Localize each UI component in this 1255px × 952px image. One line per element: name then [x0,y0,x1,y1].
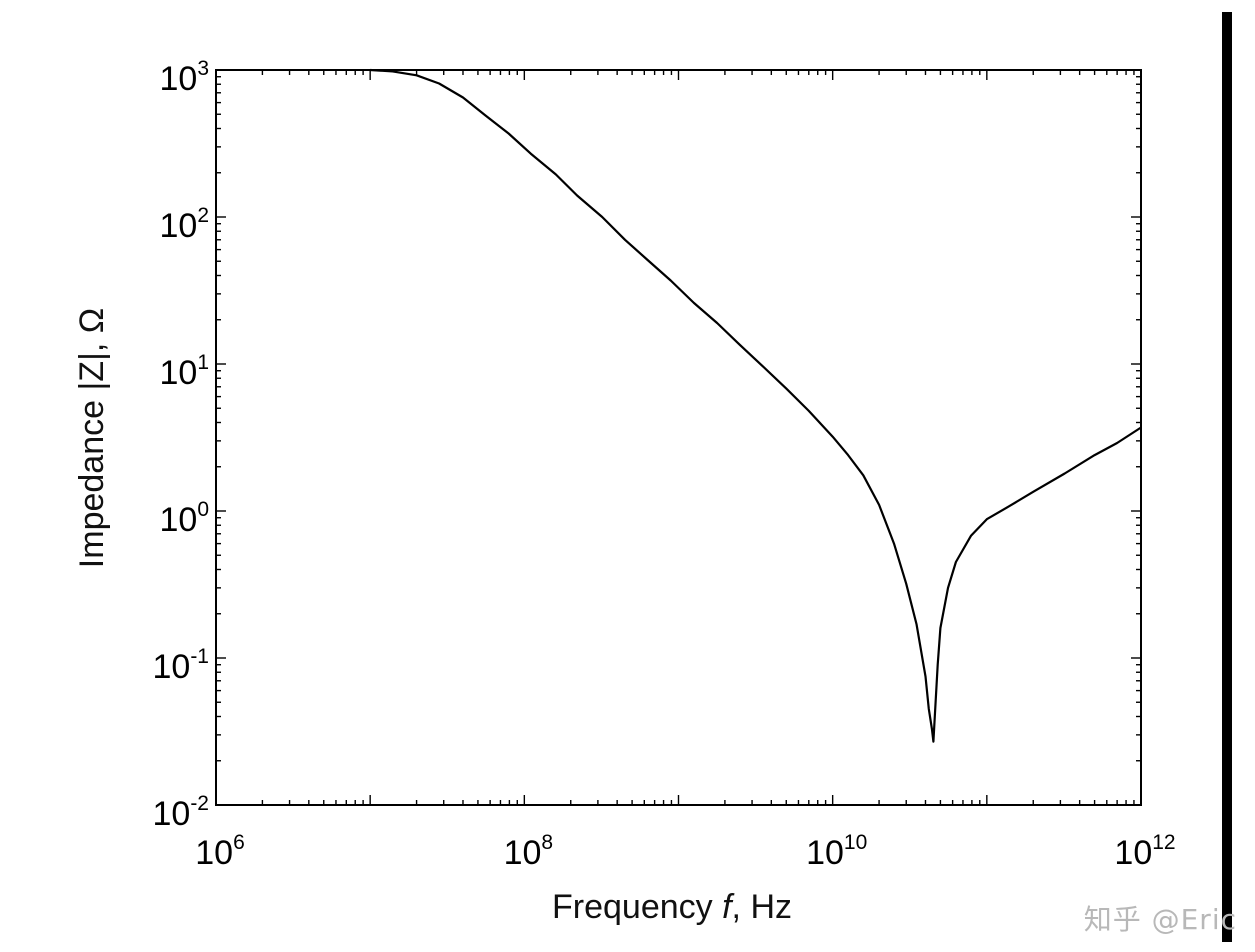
impedance-curve [370,68,1142,743]
x-axis-title-main: Frequency [552,888,722,926]
y-tick-label: 101 [159,351,209,392]
plot-frame [215,69,1142,806]
y-tick-label: 10-2 [152,792,209,833]
y-tick-label: 102 [159,204,209,245]
y-tick-label: 103 [159,57,209,98]
x-tick-label: 1012 [1114,831,1175,872]
x-axis-title-unit: , Hz [732,888,792,926]
y-tick-label: 10-1 [152,645,209,686]
x-tick-label: 1010 [806,831,867,872]
plot-area [215,69,1142,806]
y-tick-label: 100 [159,498,209,539]
right-edge-bar [1222,12,1232,942]
y-axis-title: Impedance |Z|, Ω [73,308,111,568]
curve-layer [370,68,1142,743]
ticks-layer [215,69,1142,806]
x-tick-label: 108 [504,831,554,872]
x-axis-title: Frequency f, Hz [552,888,792,926]
x-tick-label: 106 [195,831,245,872]
tick-labels: 106 108 1010 1012 103 102 101 100 10-1 10-2 [152,57,1175,872]
watermark: 知乎 @Eric [1083,903,1237,936]
